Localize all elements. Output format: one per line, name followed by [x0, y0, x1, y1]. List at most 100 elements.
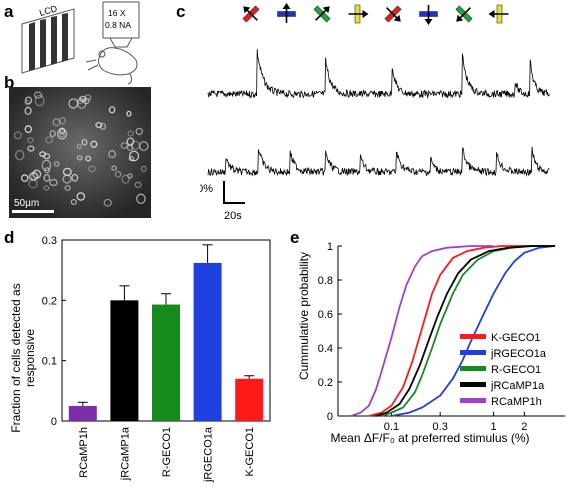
cdf-ylabel: Cummulative probability: [297, 252, 311, 380]
stimulus-direction-icon: [313, 5, 331, 23]
stimulus-direction-icon: [384, 5, 402, 23]
neuron-soma: [135, 127, 143, 136]
cdf-series-line: [368, 245, 550, 417]
bar: [152, 304, 180, 421]
neuron-soma: [139, 141, 149, 152]
cdf-ytick-label: 0.4: [318, 343, 333, 355]
legend-label: K-GECO1: [491, 332, 541, 344]
legend-swatch: [460, 334, 486, 339]
legend-swatch: [460, 350, 486, 355]
lcd-monitor: LCD: [21, 3, 75, 74]
stimulus-icons: [242, 3, 509, 25]
neuron-field: [9, 87, 151, 218]
neuron-soma: [76, 192, 86, 201]
arrow-head: [393, 14, 401, 22]
calcium-trace-2: [207, 146, 550, 177]
objective-magnification: 16 X: [108, 8, 126, 18]
neuron-soma: [136, 193, 146, 204]
cdf-series-line: [391, 245, 556, 417]
bar-ytick-label: 0.1: [42, 356, 57, 368]
neuron-soma: [53, 161, 60, 167]
stimulus-direction-icon: [419, 5, 438, 25]
bar-category-label: K-GECO1: [244, 427, 256, 477]
neuron-soma: [76, 155, 83, 161]
microscope-objective: 16 X 0.8 NA: [102, 1, 140, 48]
calcium-trace-1: [207, 49, 550, 99]
bar: [193, 262, 222, 421]
neuron-soma: [15, 149, 25, 161]
neuron-soma: [27, 137, 34, 144]
neuron-soma: [126, 110, 132, 117]
bar-ylabel-line2: responsive: [23, 329, 37, 387]
stimulus-direction-icon: [348, 4, 369, 24]
neuron-soma: [59, 117, 66, 125]
arrow-head: [424, 19, 433, 25]
scalebar: [12, 210, 54, 213]
cdf-xtick-label: 2: [521, 421, 527, 433]
neuron-soma: [52, 118, 61, 127]
bar-ylabel-line1: Fraction of cells detected as: [9, 283, 23, 432]
bar-category-label: jRGECO1a: [203, 426, 215, 483]
arrow-head: [322, 6, 330, 14]
cdf-legend: K-GECO1 jRGECO1a R-GECO1 jRCaMP1a RCaMP1h: [460, 332, 547, 408]
neuron-soma: [127, 173, 133, 179]
bar: [235, 378, 264, 421]
cdf-ytick-label: 0: [327, 411, 333, 423]
neuron-soma: [59, 127, 66, 135]
cdf-xtick-label: 0.1: [384, 421, 399, 433]
neuron-soma: [76, 143, 82, 150]
neuron-soma: [59, 131, 65, 138]
cdf-axes: 0 0.2 0.4 0.6 0.8 1 0.1 0.3 1 2: [318, 241, 565, 433]
panel-label-b: b: [4, 73, 15, 92]
neuron-soma: [33, 91, 43, 99]
neuron-soma: [24, 96, 33, 105]
cdf-ytick-label: 0.6: [318, 309, 333, 321]
neuron-soma: [90, 140, 98, 148]
cdf-series-line: [375, 245, 556, 417]
traces-panel: 50% 20s: [200, 3, 550, 222]
neuron-soma: [95, 122, 103, 129]
legend-label: jRGECO1a: [490, 348, 547, 360]
neuron-soma: [24, 99, 31, 106]
neuron-soma: [49, 130, 56, 138]
cdf-ytick-label: 1: [327, 241, 333, 253]
mouse-drawing: [85, 47, 138, 85]
microscopy-image: [9, 87, 151, 218]
neuron-soma: [24, 106, 32, 115]
panel-label-d: d: [4, 228, 15, 247]
neuron-soma: [121, 174, 130, 184]
neuron-soma: [126, 137, 135, 146]
bar-marks: RCaMP1h jRCaMP1a R-GECO1 jRGECO1a K-GECO1: [68, 244, 264, 483]
scale-y-label: 50%: [200, 183, 213, 195]
neuron-soma: [39, 151, 47, 157]
neuron-soma: [140, 165, 147, 172]
arrow-head: [456, 14, 464, 22]
legend-label: R-GECO1: [491, 364, 541, 376]
legend-swatch: [460, 366, 486, 371]
neuron-soma: [120, 142, 129, 149]
neuron-soma: [30, 171, 39, 181]
cdf-lines: [350, 245, 556, 417]
neuron-soma: [24, 125, 32, 134]
bar-chart-d: Fraction of cells detected as responsive…: [9, 235, 271, 483]
setup-schematic: LCD 16 X 0.8 NA: [21, 1, 140, 85]
bar-ytick-label: 0: [51, 416, 57, 428]
stimulus-direction-icon: [488, 4, 509, 24]
bar-ytick-label: 0.3: [42, 235, 57, 247]
neuron-soma: [70, 199, 77, 206]
cdf-xtick-label: 1: [491, 421, 497, 433]
objective-na: 0.8 NA: [105, 20, 131, 30]
legend-swatch: [460, 382, 486, 387]
arrow-head: [243, 6, 251, 14]
neuron-soma: [127, 130, 134, 137]
arrow-head: [362, 10, 369, 18]
neuron-soma: [130, 140, 141, 151]
bar-category-label: RCaMP1h: [78, 427, 90, 478]
legend-label: RCaMP1h: [491, 396, 542, 408]
neuron-soma: [111, 165, 118, 171]
neuron-soma: [27, 145, 35, 152]
bar: [68, 405, 97, 421]
cdf-ytick-label: 0.8: [318, 275, 333, 287]
stimulus-direction-icon: [277, 3, 296, 23]
panel-label-c: c: [176, 2, 186, 21]
